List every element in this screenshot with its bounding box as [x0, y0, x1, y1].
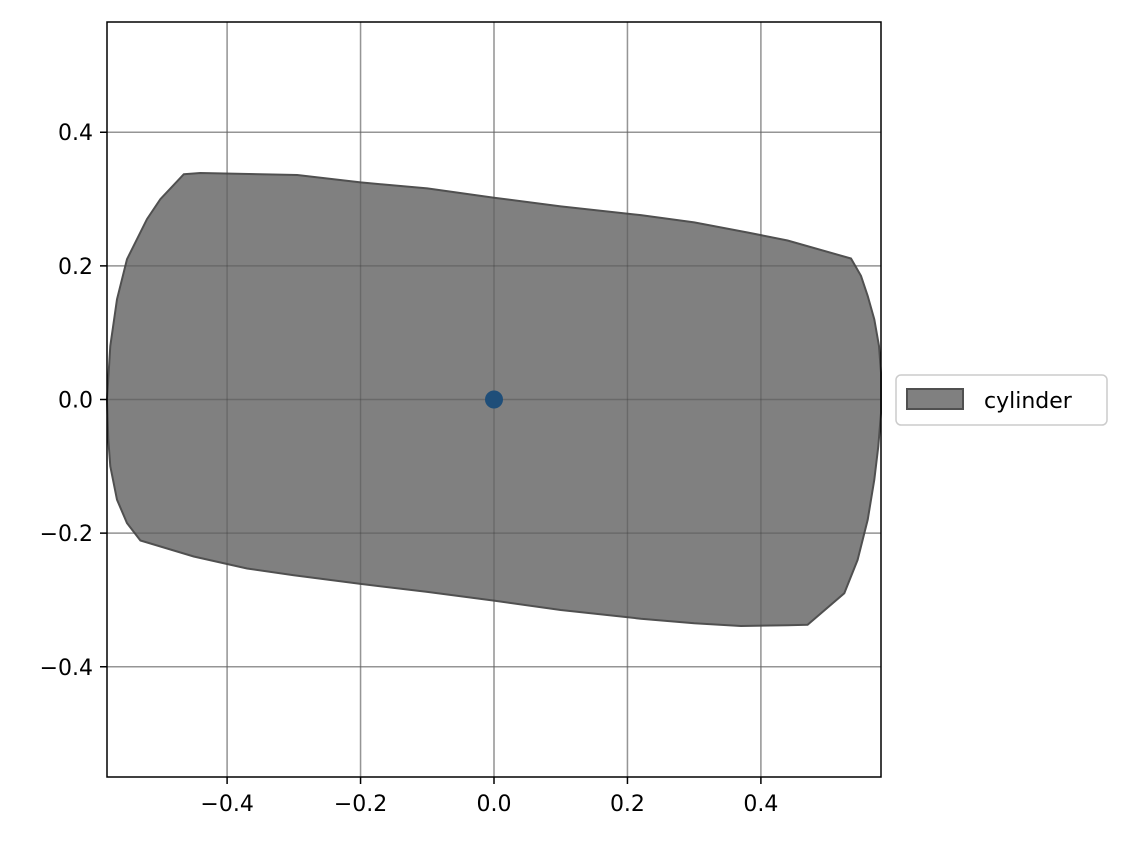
legend-label-cylinder: cylinder — [984, 389, 1073, 414]
x-tick-label: −0.2 — [334, 792, 387, 817]
legend-box — [895, 374, 1108, 426]
legend-swatch-cylinder — [906, 388, 964, 410]
x-tick-label: 0.0 — [477, 792, 512, 817]
x-axis: −0.4 −0.2 0.0 0.2 0.4 — [200, 777, 778, 817]
y-tick-label: −0.4 — [40, 656, 93, 681]
x-tick-label: −0.4 — [200, 792, 253, 817]
y-tick-label: 0.2 — [58, 255, 93, 280]
y-tick-label: 0.4 — [58, 121, 93, 146]
x-tick-label: 0.4 — [743, 792, 778, 817]
y-axis: 0.4 0.2 0.0 −0.2 −0.4 — [40, 121, 107, 681]
legend: cylinder — [895, 374, 1108, 426]
x-tick-label: 0.2 — [610, 792, 645, 817]
y-tick-label: 0.0 — [58, 389, 93, 414]
y-tick-label: −0.2 — [40, 522, 93, 547]
data-point — [485, 390, 503, 409]
plot-area — [105, 22, 882, 777]
